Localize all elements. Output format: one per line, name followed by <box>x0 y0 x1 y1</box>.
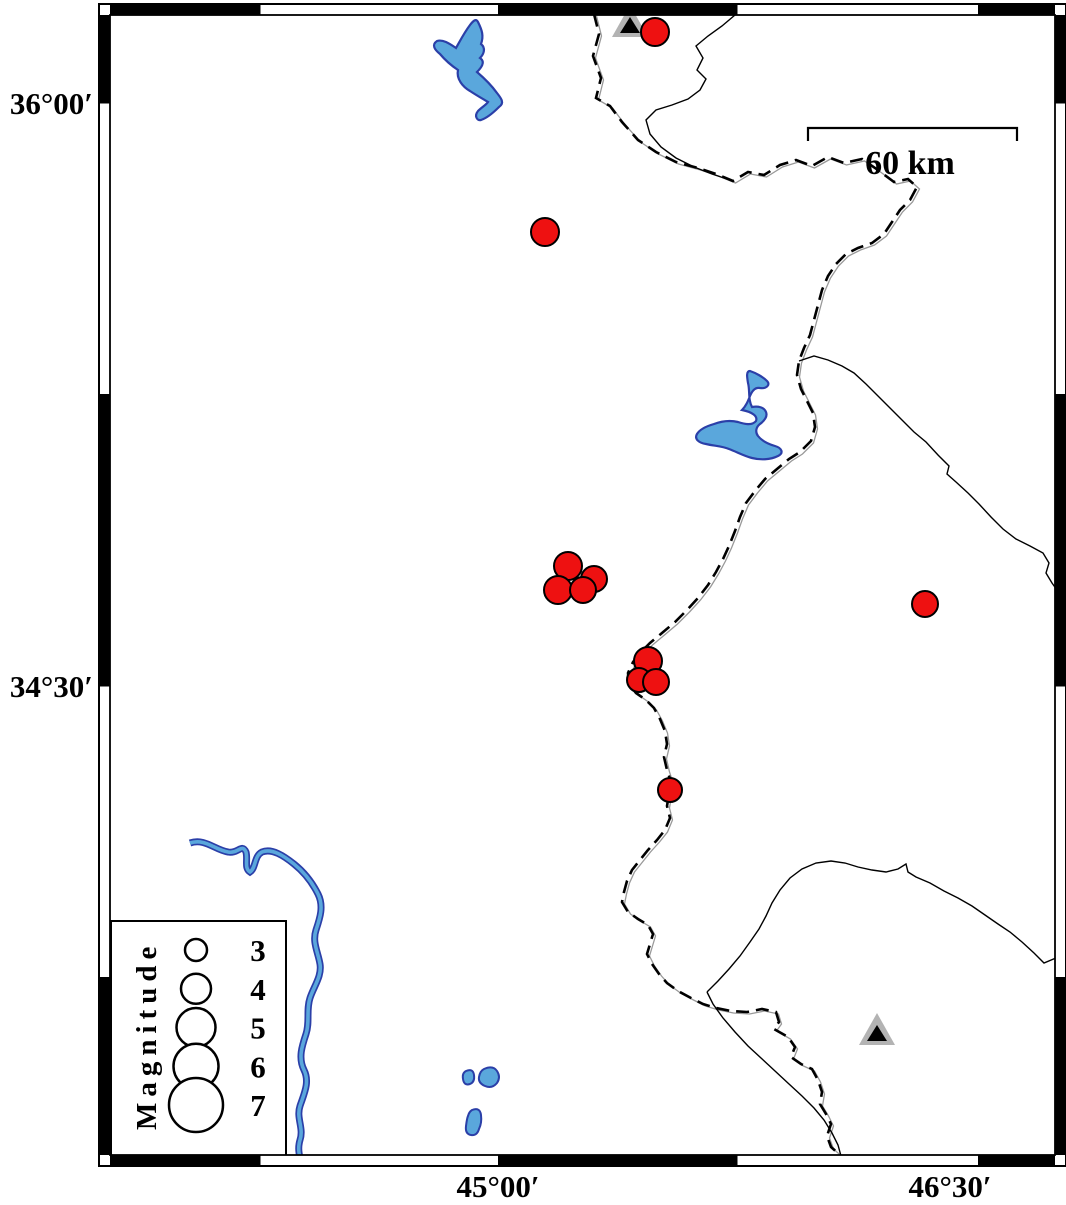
legend-title: Magnitude <box>131 941 163 1130</box>
earthquake-epicenter-marker <box>657 777 683 803</box>
earthquake-epicenter-marker <box>569 576 597 604</box>
frame-segment <box>498 4 737 15</box>
legend-magnitude-value: 4 <box>250 972 266 1007</box>
boundary-layer <box>591 15 1055 1155</box>
frame-segment <box>99 15 110 103</box>
legend-magnitude-circle <box>183 937 209 963</box>
lake-north <box>432 19 504 122</box>
frame-segment <box>978 1155 1055 1166</box>
station-inner-triangle-icon <box>867 1025 887 1041</box>
lat-label-36-00: 36°00′ <box>10 86 93 121</box>
legend-magnitude-value: 7 <box>250 1088 266 1123</box>
magnitude-legend: Magnitude 3 4 56 7 <box>110 920 287 1155</box>
station-marker <box>859 1013 895 1045</box>
earthquake-epicenter-marker <box>530 217 560 247</box>
scale-bar-bracket <box>806 126 1019 141</box>
station-marker <box>612 15 648 37</box>
lake-middle <box>695 369 783 461</box>
legend-magnitude-circle <box>179 972 213 1005</box>
river-southwest <box>188 838 325 1155</box>
lon-label-46-30: 46°30′ <box>908 1169 991 1204</box>
earthquake-epicenter-marker <box>543 575 573 605</box>
scale-bar: 60 km <box>806 126 1019 182</box>
boundary-line-north-peninsula <box>645 15 736 182</box>
boundary-line-southeast-lower <box>706 991 842 1155</box>
scale-bar-label: 60 km <box>865 145 955 182</box>
legend-magnitude-value: 5 <box>250 1011 266 1046</box>
boundary-line-southeast-upper <box>706 860 1055 993</box>
legend-magnitude-circle <box>167 1076 225 1134</box>
map-frame <box>98 3 1066 1167</box>
pond-small-3 <box>464 1108 483 1137</box>
map-interior: 60 km Magnitude 3 4 56 7 <box>110 15 1055 1155</box>
legend-entries: 3 4 56 7 <box>167 933 266 1134</box>
international-border-dashed <box>591 15 919 1155</box>
legend-magnitude-value: 3 <box>250 933 266 968</box>
frame-segment <box>498 1155 737 1166</box>
earthquakes-layer <box>530 17 939 803</box>
earthquake-epicenter-marker <box>642 668 670 696</box>
earthquake-epicenter-marker <box>640 17 670 47</box>
frame-segment <box>1055 394 1066 686</box>
lat-label-34-30: 34°30′ <box>10 669 93 704</box>
boundary-line-northeast <box>798 355 1055 589</box>
station-inner-triangle-icon <box>620 17 640 33</box>
pond-small-1 <box>461 1069 476 1086</box>
border-companion-line <box>594 15 921 1155</box>
legend-magnitude-value: 6 <box>250 1049 266 1084</box>
pond-small-2 <box>477 1066 500 1088</box>
frame-segment <box>110 4 260 15</box>
frame-segment <box>1055 977 1066 1155</box>
lon-label-45-00: 45°00′ <box>456 1169 539 1204</box>
earthquake-epicenter-marker <box>911 590 939 618</box>
frame-segment <box>978 4 1055 15</box>
frame-segment <box>99 394 110 686</box>
stations-layer <box>612 15 895 1045</box>
legend-magnitude-circle <box>175 1006 217 1049</box>
frame-segment <box>99 977 110 1155</box>
water-layer <box>188 19 783 1155</box>
frame-segment <box>110 1155 260 1166</box>
frame-segment <box>1055 15 1066 103</box>
axis-annotations: 36°00′ 34°30′ 45°00′ 46°30′ <box>10 86 992 1204</box>
